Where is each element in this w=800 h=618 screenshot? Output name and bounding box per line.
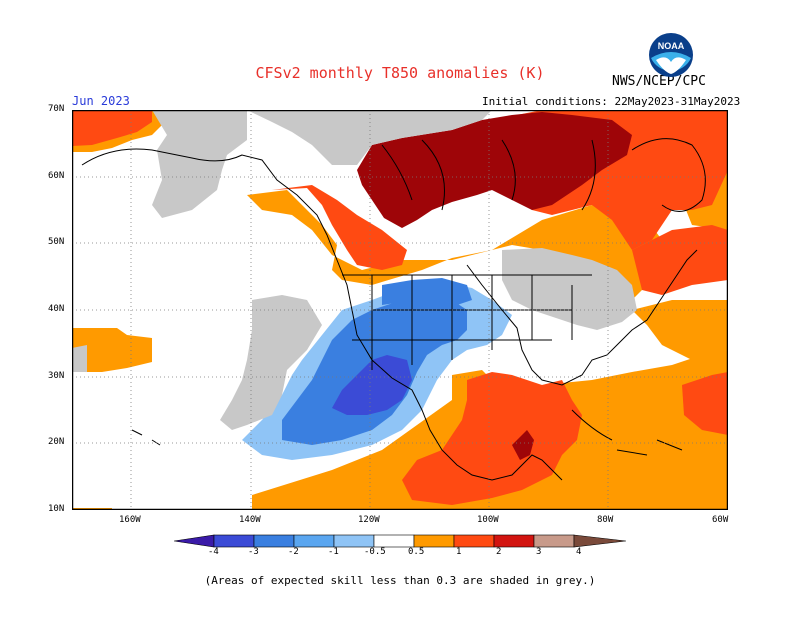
forecast-month: Jun 2023 (72, 94, 130, 108)
noaa-logo-icon: NOAA (649, 33, 693, 77)
cool-strong-areas (332, 355, 412, 415)
colorbar-label-3: 3 (536, 547, 542, 557)
colorbar-label-neg1: -1 (328, 547, 339, 557)
lat-label-50: 50N (48, 237, 65, 247)
colorbar-label-2: 2 (496, 547, 502, 557)
colorbar-label-neg2: -2 (288, 547, 299, 557)
lon-label-160w: 160W (119, 515, 141, 525)
map-title: CFSv2 monthly T850 anomalies (K) (255, 64, 545, 82)
lon-label-80w: 80W (597, 515, 614, 525)
colorbar-arrow-left (174, 534, 215, 548)
colorbar-label-1: 1 (456, 547, 462, 557)
colorbar-label-05: 0.5 (408, 547, 425, 557)
coastlines (81, 138, 706, 481)
noaa-logo-text: NOAA (658, 41, 685, 51)
strong-warm-areas (357, 112, 632, 460)
lon-label-140w: 140W (239, 515, 261, 525)
lat-label-70: 70N (48, 104, 65, 114)
lon-label-120w: 120W (358, 515, 380, 525)
graticule (72, 110, 728, 510)
colorbar-label-neg4: -4 (208, 547, 219, 557)
map-frame (72, 110, 728, 510)
colorbar-label-neg05: -0.5 (364, 547, 386, 557)
lat-label-20: 20N (48, 437, 65, 447)
initial-conditions: Initial conditions: 22May2023-31May2023 (482, 95, 741, 108)
lon-label-100w: 100W (477, 515, 499, 525)
colorbar-label-4: 4 (576, 547, 582, 557)
colorbar (174, 534, 626, 548)
lat-label-30: 30N (48, 371, 65, 381)
skill-footnote: (Areas of expected skill less than 0.3 a… (204, 574, 596, 587)
lat-label-40: 40N (48, 304, 65, 314)
colorbar-label-neg3: -3 (248, 547, 259, 557)
anomaly-map (72, 110, 728, 510)
agency-label: NWS/NCEP/CPC (612, 74, 706, 89)
colorbar-arrow-right (573, 534, 626, 548)
lat-label-60: 60N (48, 171, 65, 181)
lon-label-60w: 60W (712, 515, 729, 525)
lat-label-10: 10N (48, 504, 65, 514)
